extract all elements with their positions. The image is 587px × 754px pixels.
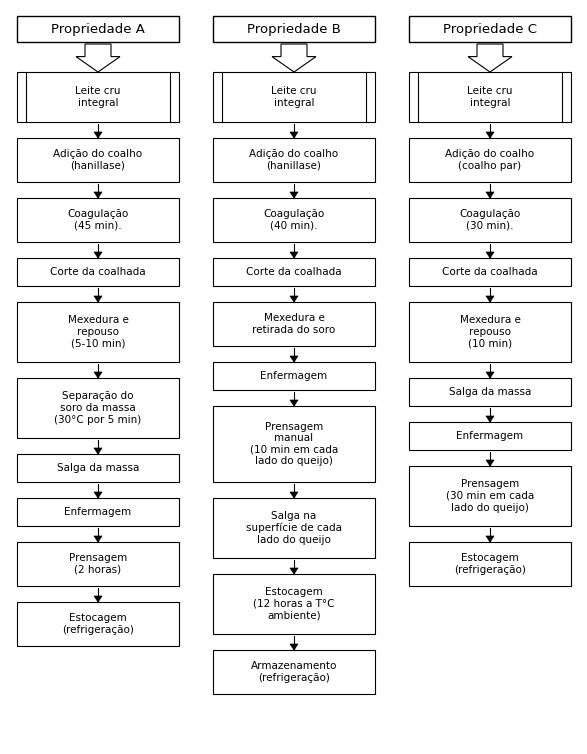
Text: Estocagem
(refrigeração): Estocagem (refrigeração) — [62, 613, 134, 635]
Text: Mexedura e
repouso
(5-10 min): Mexedura e repouso (5-10 min) — [68, 315, 129, 348]
Text: Corte da coalhada: Corte da coalhada — [50, 267, 146, 277]
Polygon shape — [94, 296, 102, 302]
Polygon shape — [94, 132, 102, 138]
Polygon shape — [486, 536, 494, 542]
Bar — [17, 542, 179, 586]
Polygon shape — [94, 536, 102, 542]
Polygon shape — [290, 400, 298, 406]
Polygon shape — [486, 132, 494, 138]
Text: Coagulação
(45 min).: Coagulação (45 min). — [68, 209, 129, 231]
Bar — [213, 406, 375, 482]
Bar — [17, 198, 179, 242]
Bar — [17, 138, 179, 182]
Text: Enfermagem: Enfermagem — [261, 371, 328, 381]
Bar — [213, 362, 375, 390]
Bar — [213, 72, 375, 122]
Bar — [409, 542, 571, 586]
Bar — [213, 302, 375, 346]
Bar — [17, 16, 179, 42]
Bar — [409, 198, 571, 242]
Text: Propriedade B: Propriedade B — [247, 23, 341, 35]
Bar — [213, 498, 375, 558]
Polygon shape — [486, 372, 494, 378]
Bar — [409, 16, 571, 42]
Polygon shape — [468, 44, 512, 72]
Polygon shape — [94, 596, 102, 602]
Text: Prensagem
manual
(10 min em cada
lado do queijo): Prensagem manual (10 min em cada lado do… — [250, 421, 338, 467]
Text: Armazenamento
(refrigeração): Armazenamento (refrigeração) — [251, 661, 337, 683]
Bar — [409, 422, 571, 450]
Bar — [409, 138, 571, 182]
Polygon shape — [94, 448, 102, 454]
Bar — [17, 602, 179, 646]
Bar — [213, 138, 375, 182]
Text: Estocagem
(refrigeração): Estocagem (refrigeração) — [454, 553, 526, 575]
Text: Enfermagem: Enfermagem — [65, 507, 131, 517]
Polygon shape — [486, 252, 494, 258]
Polygon shape — [94, 372, 102, 378]
Polygon shape — [290, 356, 298, 362]
Bar — [213, 258, 375, 286]
Bar — [213, 198, 375, 242]
Text: Coagulação
(30 min).: Coagulação (30 min). — [460, 209, 521, 231]
Polygon shape — [290, 132, 298, 138]
Polygon shape — [76, 44, 120, 72]
Bar — [409, 258, 571, 286]
Bar — [213, 650, 375, 694]
Text: Prensagem
(30 min em cada
lado do queijo): Prensagem (30 min em cada lado do queijo… — [446, 480, 534, 513]
Polygon shape — [290, 492, 298, 498]
Polygon shape — [290, 192, 298, 198]
Text: Corte da coalhada: Corte da coalhada — [442, 267, 538, 277]
Bar — [409, 378, 571, 406]
Bar — [17, 258, 179, 286]
Bar — [409, 302, 571, 362]
Bar — [213, 574, 375, 634]
Text: Propriedade C: Propriedade C — [443, 23, 537, 35]
Polygon shape — [290, 644, 298, 650]
Polygon shape — [290, 252, 298, 258]
Polygon shape — [486, 192, 494, 198]
Bar — [17, 454, 179, 482]
Text: Leite cru
integral: Leite cru integral — [467, 86, 513, 108]
Text: Salga da massa: Salga da massa — [449, 387, 531, 397]
Text: Mexedura e
retirada do soro: Mexedura e retirada do soro — [252, 313, 336, 335]
Bar — [409, 466, 571, 526]
Text: Estocagem
(12 horas a T°C
ambiente): Estocagem (12 horas a T°C ambiente) — [253, 587, 335, 621]
Bar — [17, 302, 179, 362]
Bar — [17, 72, 179, 122]
Text: Leite cru
integral: Leite cru integral — [75, 86, 121, 108]
Text: Salga na
superfície de cada
lado do queijo: Salga na superfície de cada lado do quei… — [246, 511, 342, 545]
Polygon shape — [94, 192, 102, 198]
Text: Coagulação
(40 min).: Coagulação (40 min). — [264, 209, 325, 231]
Polygon shape — [290, 296, 298, 302]
Text: Separação do
soro da massa
(30°C por 5 min): Separação do soro da massa (30°C por 5 m… — [55, 391, 141, 425]
Polygon shape — [94, 252, 102, 258]
Bar — [17, 498, 179, 526]
Text: Mexedura e
repouso
(10 min): Mexedura e repouso (10 min) — [460, 315, 521, 348]
Polygon shape — [290, 568, 298, 574]
Text: Adição do coalho
(hanillase): Adição do coalho (hanillase) — [249, 149, 339, 171]
Text: Corte da coalhada: Corte da coalhada — [246, 267, 342, 277]
Text: Adição do coalho
(coalho par): Adição do coalho (coalho par) — [446, 149, 535, 171]
Text: Enfermagem: Enfermagem — [457, 431, 524, 441]
Polygon shape — [486, 416, 494, 422]
Polygon shape — [94, 492, 102, 498]
Bar — [213, 16, 375, 42]
Bar — [17, 378, 179, 438]
Polygon shape — [272, 44, 316, 72]
Text: Adição do coalho
(hanillase): Adição do coalho (hanillase) — [53, 149, 143, 171]
Text: Salga da massa: Salga da massa — [57, 463, 139, 473]
Polygon shape — [486, 296, 494, 302]
Bar — [409, 72, 571, 122]
Text: Prensagem
(2 horas): Prensagem (2 horas) — [69, 553, 127, 575]
Text: Leite cru
integral: Leite cru integral — [271, 86, 317, 108]
Polygon shape — [486, 460, 494, 466]
Text: Propriedade A: Propriedade A — [51, 23, 145, 35]
